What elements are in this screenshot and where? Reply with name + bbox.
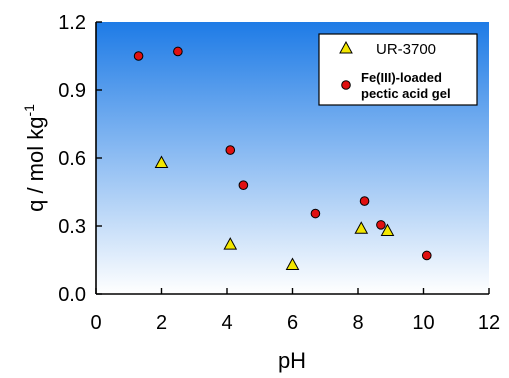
x-tick-label: 4 xyxy=(221,312,232,334)
x-tick-label: 8 xyxy=(352,312,363,334)
y-tick-label: 1.2 xyxy=(58,12,86,34)
data-point-fe-pectic-acid-gel xyxy=(225,145,236,155)
y-axis-label-exponent: -1 xyxy=(21,104,37,117)
data-marks xyxy=(133,46,432,271)
x-tick-label: 10 xyxy=(412,312,434,334)
data-point-ur-3700 xyxy=(380,223,395,237)
x-tick-label: 2 xyxy=(156,312,167,334)
data-point-fe-pectic-acid-gel xyxy=(421,250,432,261)
x-axis-label: pH xyxy=(278,348,306,373)
data-point-fe-pectic-acid-gel xyxy=(310,208,321,219)
y-tick-label: 0.6 xyxy=(58,148,86,170)
data-point-fe-pectic-acid-gel xyxy=(376,220,386,230)
data-point-ur-3700 xyxy=(285,257,300,271)
legend-label-fe-pectic-line1: Fe(III)-loaded xyxy=(361,70,442,85)
data-point-fe-pectic-acid-gel xyxy=(133,51,144,61)
legend-label-fe-pectic-line2: pectic acid gel xyxy=(361,86,451,101)
legend-marker-triangle xyxy=(339,40,353,54)
y-tick-label: 0.3 xyxy=(58,216,86,238)
y-axis-label: q / mol kg-1 xyxy=(21,104,48,212)
y-tick-label: 0.0 xyxy=(58,284,86,306)
axes xyxy=(95,21,490,295)
legend-marker-circle xyxy=(341,80,351,90)
data-point-ur-3700 xyxy=(354,221,369,234)
y-axis-label-main: q / mol kg xyxy=(23,117,48,212)
tick-labels: 0 2 4 6 8 10 12 0.0 0.3 0.6 0.9 1.2 xyxy=(58,12,500,334)
data-point-ur-3700 xyxy=(223,237,238,250)
data-point-fe-pectic-acid-gel xyxy=(238,180,249,190)
data-point-fe-pectic-acid-gel xyxy=(173,46,183,57)
x-tick-label: 0 xyxy=(90,312,101,334)
x-tick-label: 6 xyxy=(287,312,298,334)
legend: UR-3700 Fe(III)-loaded pectic acid gel xyxy=(318,33,478,106)
data-point-ur-3700 xyxy=(154,155,169,169)
data-point-fe-pectic-acid-gel xyxy=(359,196,370,206)
y-tick-label: 0.9 xyxy=(58,80,86,102)
legend-label-ur-3700: UR-3700 xyxy=(376,41,436,58)
x-tick-label: 12 xyxy=(478,312,500,334)
